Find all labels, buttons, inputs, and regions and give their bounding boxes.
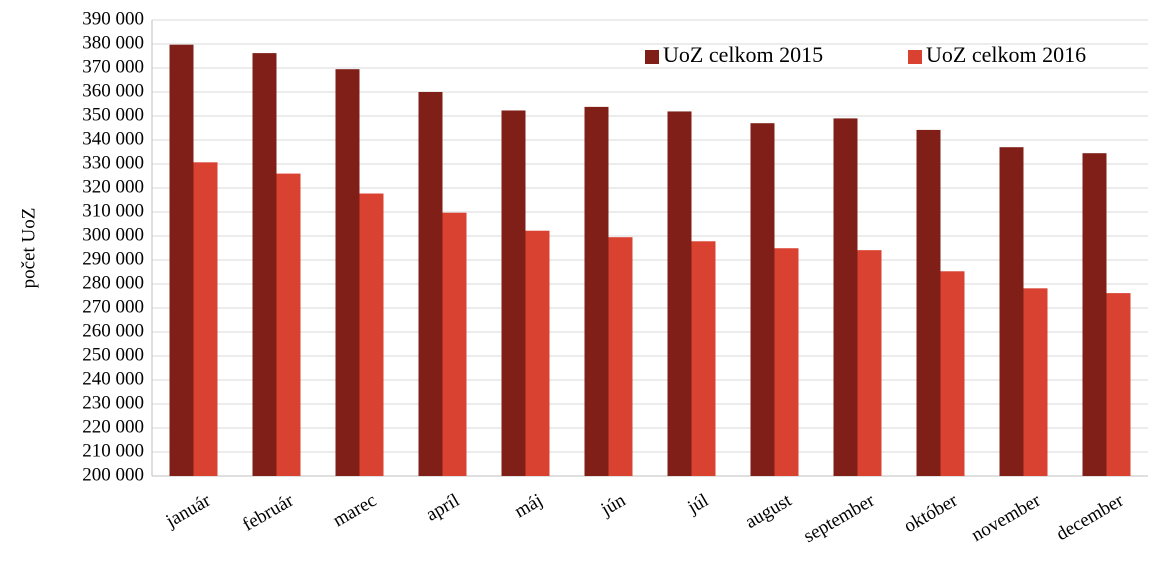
bar — [1082, 153, 1107, 476]
legend-label: UoZ celkom 2015 — [663, 42, 823, 67]
bar — [608, 237, 633, 476]
y-tick-label: 230 000 — [82, 392, 144, 413]
x-tick-label: jún — [597, 490, 630, 521]
y-tick-label: 260 000 — [82, 320, 144, 341]
x-tick-label: október — [900, 490, 961, 538]
bar — [691, 241, 716, 476]
bar — [750, 123, 775, 476]
y-tick-label: 320 000 — [82, 176, 144, 197]
y-tick-label: 340 000 — [82, 128, 144, 149]
y-tick-label: 300 000 — [82, 224, 144, 245]
y-tick-label: 350 000 — [82, 104, 144, 125]
bar — [169, 44, 194, 476]
bar — [774, 248, 799, 476]
bar — [857, 250, 882, 476]
bar — [418, 92, 443, 476]
bar — [916, 129, 941, 477]
y-tick-label: 360 000 — [82, 80, 144, 101]
bar — [335, 69, 360, 476]
y-tick-label: 280 000 — [82, 272, 144, 293]
bar — [1023, 288, 1048, 476]
bar — [1106, 293, 1131, 476]
y-tick-label: 370 000 — [82, 56, 144, 77]
y-tick-label: 210 000 — [82, 440, 144, 461]
y-tick-label: 290 000 — [82, 248, 144, 269]
bar — [833, 118, 858, 477]
bar — [193, 162, 218, 476]
y-tick-label: 330 000 — [82, 152, 144, 173]
y-tick-label: 270 000 — [82, 296, 144, 317]
x-tick-label: február — [239, 490, 298, 536]
legend-label: UoZ celkom 2016 — [926, 42, 1086, 67]
legend-swatch — [908, 50, 922, 64]
x-tick-label: apríl — [423, 490, 464, 526]
bar — [525, 230, 550, 476]
bar — [276, 173, 301, 476]
x-tick-label: november — [968, 490, 1045, 547]
y-axis-label: počet UoZ — [18, 208, 39, 289]
bar — [359, 193, 384, 476]
legend-swatch — [645, 50, 659, 64]
y-tick-label: 200 000 — [82, 464, 144, 485]
bar — [501, 110, 526, 476]
y-tick-label: 220 000 — [82, 416, 144, 437]
bar — [667, 111, 692, 476]
x-tick-label: september — [800, 490, 879, 548]
y-tick-label: 240 000 — [82, 368, 144, 389]
x-tick-label: december — [1053, 490, 1128, 545]
bar — [442, 212, 467, 476]
y-tick-label: 310 000 — [82, 200, 144, 221]
x-tick-label: máj — [511, 490, 546, 522]
bar — [584, 106, 609, 476]
x-tick-label: august — [742, 490, 796, 533]
bar — [940, 271, 965, 476]
y-tick-label: 250 000 — [82, 344, 144, 365]
x-tick-label: január — [162, 490, 215, 533]
bar — [999, 147, 1024, 476]
x-tick-label: júl — [683, 490, 712, 519]
y-tick-label: 380 000 — [82, 32, 144, 53]
bar — [252, 53, 277, 477]
x-tick-label: marec — [329, 490, 380, 531]
y-tick-label: 390 000 — [82, 8, 144, 29]
